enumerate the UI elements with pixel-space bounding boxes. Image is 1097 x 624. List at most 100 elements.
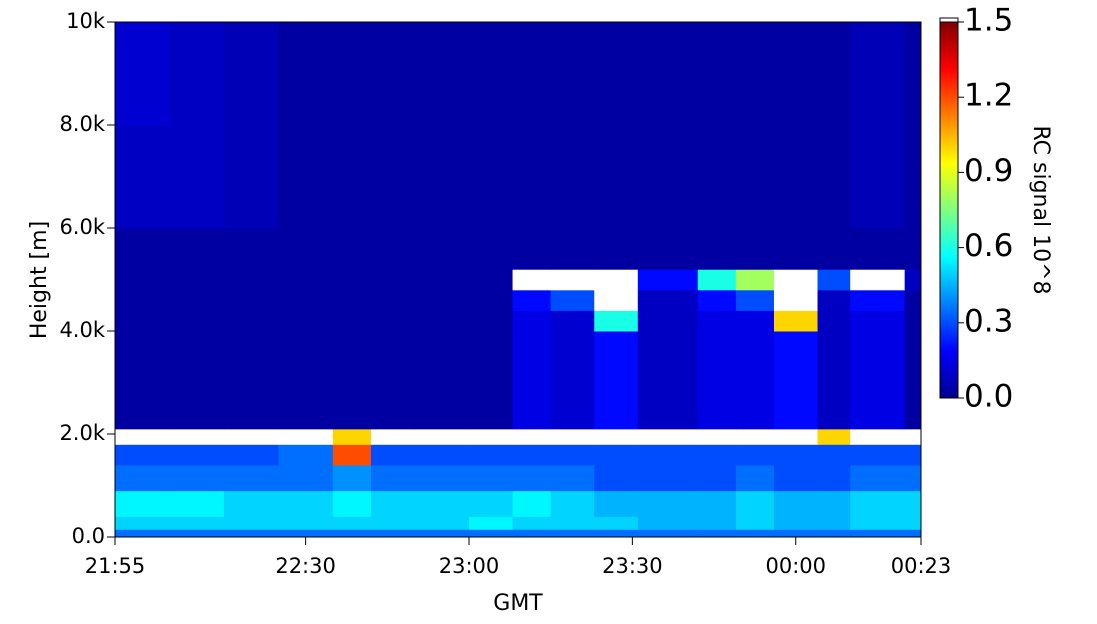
colorbar-tick-label: 0.3 [964,303,1013,339]
heatmap-cell [512,490,552,517]
heatmap-cell [850,428,906,445]
heatmap-cell [817,490,851,517]
heatmap-cell [468,228,514,270]
heatmap-cell [904,428,922,445]
heatmap-cell [512,125,552,229]
heatmap-cell [332,382,372,430]
heatmap-cell [904,289,922,311]
heatmap-cell [414,529,470,538]
heatmap-cell [594,125,639,229]
heatmap-cell [550,228,595,270]
heatmap-cell [637,22,699,126]
heatmap-cell [697,516,737,530]
heatmap-cell [370,331,416,383]
heatmap-cell [332,428,372,445]
heatmap-cell [594,428,639,445]
heatmap-cell [904,516,922,530]
heatmap-cell [550,490,595,517]
heatmap-cell [904,444,922,466]
heatmap-cell [904,490,922,517]
heatmap-cell [278,529,334,538]
x-tick-label: 22:30 [275,554,336,578]
heatmap-cell [735,428,775,445]
heatmap-cell [115,228,170,270]
heatmap-cell [594,382,639,430]
heatmap-cell [735,331,775,383]
heatmap-cell [468,428,514,445]
heatmap-cell [594,331,639,383]
heatmap-cell [850,22,906,126]
heatmap-cell [594,516,639,530]
heatmap-cell [370,428,416,445]
heatmap-cell [817,516,851,530]
heatmap-cell [115,444,170,466]
heatmap-cell [169,516,225,530]
heatmap-cell [773,331,819,383]
heatmap-cell [332,444,372,466]
heatmap-cell [169,490,225,517]
heatmap-cell [169,428,225,445]
heatmap-cell [773,490,819,517]
colorbar-tick-label: 1.5 [964,3,1013,39]
heatmap-cell [169,125,225,229]
heatmap-cell [223,228,279,270]
heatmap-cell [773,382,819,430]
y-tick-label: 6.0k [59,215,105,239]
heatmap-cell [169,464,225,492]
heatmap-cell [637,490,699,517]
heatmap-cell [223,331,279,383]
heatmap-cell [512,269,552,291]
heatmap-cell [115,382,170,430]
heatmap-cell [735,22,775,126]
heatmap-cell [637,464,699,492]
heatmap-cell [735,464,775,492]
heatmap-cell [169,289,225,311]
heatmap-cell [223,529,279,538]
heatmap-cell [115,22,170,126]
heatmap-cell [115,516,170,530]
heatmap-cell [414,382,470,430]
heatmap-cell [697,22,737,126]
heatmap-cell [904,228,922,270]
x-axis-label: GMT [493,591,543,616]
heatmap-cell [223,289,279,311]
heatmap-cell [223,125,279,229]
heatmap-cell [468,529,514,538]
heatmap-cell [370,269,416,291]
heatmap-cell [697,289,737,311]
heatmap-cell [414,444,470,466]
heatmap-cell [594,529,639,538]
heatmap-cell [550,289,595,311]
heatmap-cell [735,289,775,311]
heatmap-cell [332,269,372,291]
heatmap-cell [817,382,851,430]
heatmap-cell [594,289,639,311]
colorbar-tick-label: 1.2 [964,78,1013,114]
colorbar [939,21,959,399]
heatmap-cell [697,444,737,466]
heatmap-cell [773,516,819,530]
heatmap-cell [414,125,470,229]
heatmap-cell [115,464,170,492]
heatmap-cell [223,428,279,445]
heatmap-cell [332,529,372,538]
heatmap-cell [278,310,334,332]
heatmap-cell [550,428,595,445]
heatmap-cell [468,269,514,291]
heatmap-cell [904,310,922,332]
heatmap-cell [370,529,416,538]
heatmap-cell [594,269,639,291]
heatmap-cell [637,269,699,291]
heatmap-cell [414,464,470,492]
heatmap-cell [468,382,514,430]
heatmap-cell [169,310,225,332]
heatmap-cell [773,444,819,466]
heatmap-cell [637,125,699,229]
heatmap-cell [817,529,851,538]
colorbar-tick-label: 0.9 [964,153,1013,189]
heatmap-cell [332,125,372,229]
heatmap-cell [468,490,514,517]
heatmap-cell [773,22,819,126]
heatmap-cell [332,490,372,517]
heatmap-cell [817,464,851,492]
